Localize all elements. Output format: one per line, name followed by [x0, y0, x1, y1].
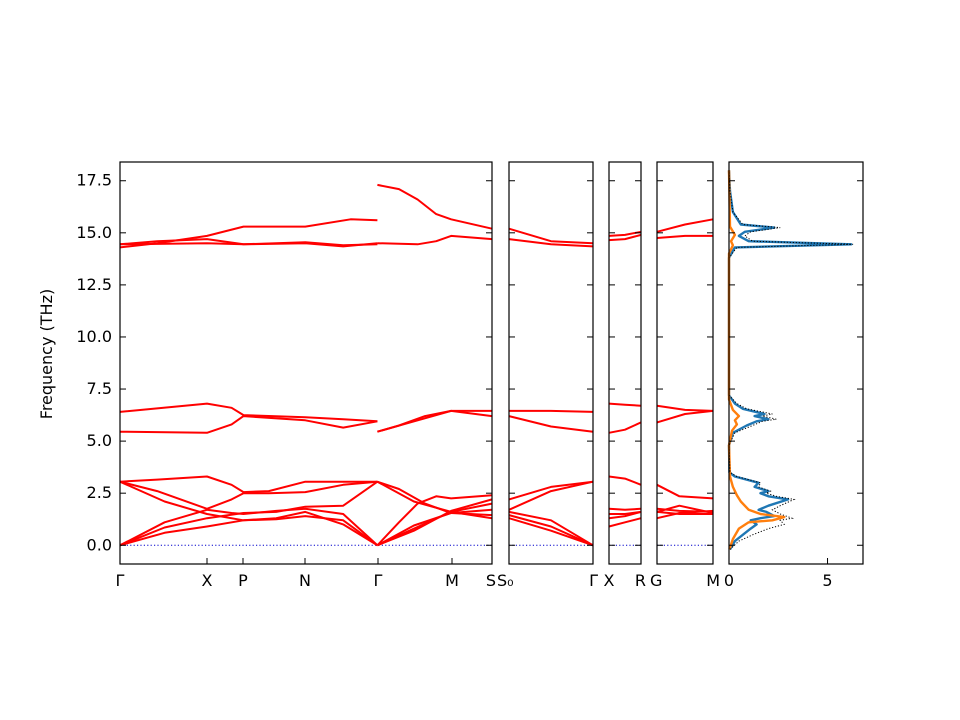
phonon-band	[119, 241, 378, 247]
y-tick-label: 10.0	[76, 327, 112, 346]
x-tick-label: M	[445, 571, 459, 590]
phonon-band	[508, 227, 594, 245]
phonon-band	[608, 475, 642, 486]
y-tick-label: 15.0	[76, 223, 112, 242]
x-tick-label: N	[299, 571, 311, 590]
phonon-band	[119, 480, 378, 510]
y-tick-label: 0.0	[87, 535, 112, 554]
x-tick-label: G	[650, 571, 662, 590]
x-tick-label: S	[486, 571, 496, 590]
phonon-band	[377, 409, 493, 433]
phonon-band	[119, 475, 378, 494]
phonon-band	[377, 480, 493, 517]
x-tick-label: Γ	[589, 571, 598, 590]
y-axis-label: Frequency (THz)	[37, 289, 56, 419]
x-tick-label: X	[202, 571, 213, 590]
phonon-band	[119, 515, 378, 547]
phonon-band	[508, 415, 594, 433]
x-tick-label: 0	[724, 571, 734, 590]
panel-frame	[508, 161, 594, 565]
phonon-band	[508, 510, 594, 547]
y-tick-label: 17.5	[76, 171, 112, 190]
phonon-band	[508, 517, 594, 547]
phonon-band	[608, 233, 642, 242]
x-tick-label: Γ	[374, 571, 383, 590]
x-tick-label: R	[635, 571, 646, 590]
phonon-band	[119, 507, 379, 547]
x-tick-label: P	[238, 571, 248, 590]
x-tick-label: M	[706, 571, 720, 590]
phonon-band	[508, 514, 594, 547]
panel-frame	[119, 161, 493, 565]
y-tick-label: 7.5	[87, 379, 112, 398]
phonon-band	[376, 480, 493, 520]
band-panels: Γ X P N Γ M S S₀ Γ X R G M	[116, 161, 720, 590]
phonon-band	[608, 421, 642, 434]
phonon-band	[608, 517, 642, 528]
phonon-band	[656, 218, 714, 233]
phonon-band	[656, 504, 714, 514]
y-ticks: 0.0 2.5 5.0 7.5 10.0 12.5 15.0 17.5	[76, 171, 112, 555]
x-tick-label: Γ	[116, 571, 125, 590]
phonon-band	[377, 234, 493, 246]
phonon-band	[376, 494, 493, 546]
phonon-band	[508, 480, 594, 511]
panel-frame	[656, 161, 714, 565]
y-tick-label: 5.0	[87, 431, 112, 450]
phonon-band	[656, 483, 714, 500]
phonon-band	[377, 183, 493, 230]
phonon-band	[608, 510, 642, 520]
phonon-band	[508, 480, 594, 501]
band-panel: S₀ Γ	[497, 161, 598, 590]
phonon-band	[508, 238, 594, 248]
phonon-band	[656, 509, 714, 520]
phonon-band	[119, 480, 378, 547]
phonon-band	[377, 498, 493, 547]
phonon-band	[119, 402, 378, 423]
panel-frame	[608, 161, 642, 565]
phonon-band	[656, 234, 713, 239]
y-tick-label: 12.5	[76, 275, 112, 294]
dos-frame	[728, 161, 864, 565]
x-tick-label: S₀	[497, 571, 514, 590]
phonon-band	[608, 507, 642, 511]
x-tick-label: 5	[822, 571, 832, 590]
y-tick-label: 2.5	[87, 483, 112, 502]
dos-total-curve	[728, 170, 854, 550]
phonon-band	[608, 402, 642, 407]
phonon-band	[656, 404, 714, 412]
x-tick-label: X	[604, 571, 615, 590]
phonon-band	[509, 409, 594, 413]
phonon-band	[656, 409, 714, 424]
dos-curve-blue	[727, 170, 853, 551]
